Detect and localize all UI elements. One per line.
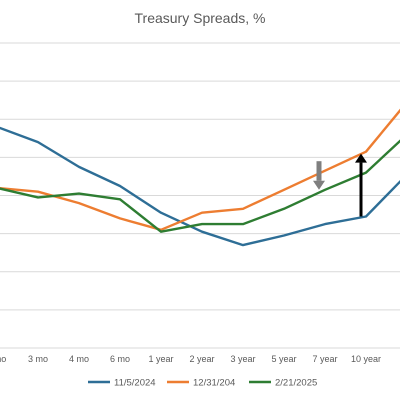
series-line-2	[0, 108, 400, 232]
x-tick-label: 6 mo	[110, 354, 130, 364]
series-lines	[0, 108, 400, 247]
arrow-up-2	[355, 153, 367, 217]
legend-label: 12/31/204	[193, 378, 235, 389]
series-line-1	[0, 126, 400, 247]
legend: 11/5/2024 12/31/204 2/21/2025	[88, 378, 317, 389]
x-tick-label: 4 mo	[69, 354, 89, 364]
legend-item-1: 11/5/2024	[88, 378, 156, 389]
legend-item-3: 2/21/2025	[249, 378, 317, 389]
x-tick-label: 3 mo	[28, 354, 48, 364]
legend-label: 11/5/2024	[114, 378, 156, 389]
legend-label: 2/21/2025	[275, 378, 317, 389]
x-tick-label: 2 year	[189, 354, 214, 364]
x-tick-label: mo	[0, 354, 6, 364]
x-tick-label: 10 year	[351, 354, 381, 364]
annotation-arrows	[313, 153, 367, 217]
x-tick-label: 3 year	[230, 354, 255, 364]
legend-item-2: 12/31/204	[167, 378, 235, 389]
arrow-down-1	[313, 161, 325, 190]
x-axis-labels: mo 3 mo 4 mo 6 mo 1 year 2 year 3 year 5 year 7 …	[0, 354, 381, 364]
chart-title: Treasury Spreads, %	[135, 10, 266, 26]
x-tick-label: 7 year	[312, 354, 337, 364]
x-tick-label: 1 year	[148, 354, 173, 364]
series-line-3	[0, 139, 400, 233]
x-tick-label: 5 year	[271, 354, 296, 364]
